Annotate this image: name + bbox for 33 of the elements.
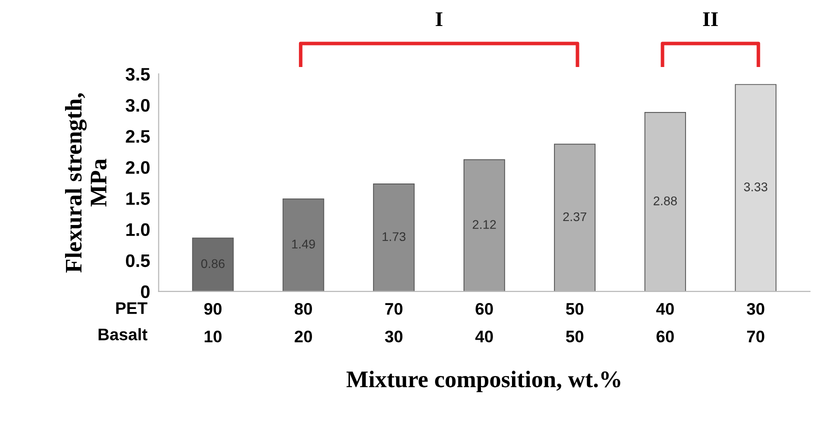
data-label: 0.86 xyxy=(201,259,225,268)
y-tick-label: 0 xyxy=(140,285,150,298)
text: Basalt xyxy=(98,328,148,340)
x-tick-label: 50 50 xyxy=(566,303,584,342)
bar xyxy=(192,238,234,292)
x-tick-label: 80 20 xyxy=(294,303,312,342)
y-tick-label: 1.5 xyxy=(126,192,150,205)
x-tick-label: 40 60 xyxy=(656,303,674,342)
bar xyxy=(373,184,415,292)
bar xyxy=(734,84,776,292)
data-label: 2.37 xyxy=(563,212,586,222)
x-tick-label: 90 10 xyxy=(204,303,222,342)
y-tick-label: 1.0 xyxy=(126,223,150,236)
y-tick-label: 2.0 xyxy=(126,161,150,174)
y-tick-label: 3.5 xyxy=(126,68,150,81)
data-label: 2.12 xyxy=(472,220,496,229)
data-label: 3.33 xyxy=(744,182,768,192)
text: I xyxy=(436,12,442,26)
x-tick-label: 30 70 xyxy=(746,303,764,342)
y-tick-label: 3.0 xyxy=(126,98,150,112)
y-axis-title: Flexural strength, MPa xyxy=(65,93,107,273)
text: II xyxy=(703,12,718,26)
x-tick-label: 70 30 xyxy=(384,303,402,342)
data-label: 1.49 xyxy=(292,240,315,249)
bar xyxy=(464,159,506,292)
bar xyxy=(282,198,324,292)
x-axis-title: Mixture composition, wt.% xyxy=(346,370,620,392)
data-label: 1.73 xyxy=(382,232,406,242)
text: PET xyxy=(116,302,148,314)
data-label: 2.88 xyxy=(654,196,677,206)
y-tick-label: 2.5 xyxy=(126,130,150,143)
x-tick-label: 60 40 xyxy=(475,303,493,342)
y-tick-label: 0.5 xyxy=(126,254,150,268)
